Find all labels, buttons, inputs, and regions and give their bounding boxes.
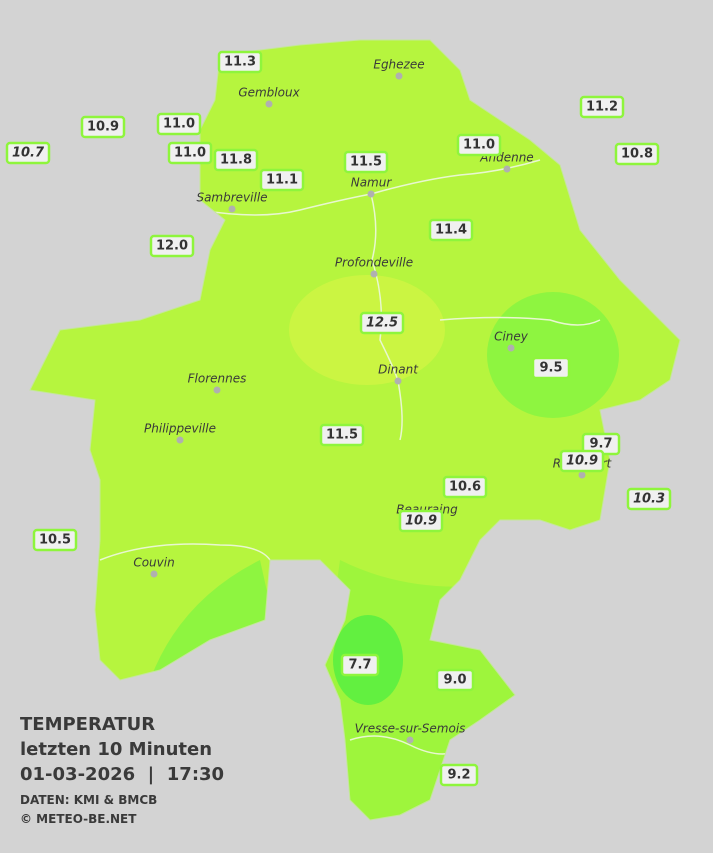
station-value: 11.3 bbox=[224, 55, 256, 70]
legend-title: TEMPERATUR bbox=[20, 714, 155, 735]
station-value: 11.8 bbox=[220, 153, 252, 168]
station-value: 11.0 bbox=[174, 146, 206, 161]
station-value: 10.6 bbox=[449, 480, 481, 495]
station-box bbox=[559, 449, 605, 473]
station-value: 10.5 bbox=[39, 533, 71, 548]
station-box bbox=[439, 763, 479, 787]
station-box bbox=[456, 133, 502, 157]
station-box bbox=[259, 168, 305, 192]
city-dot bbox=[367, 190, 375, 198]
station-value: 11.0 bbox=[163, 117, 195, 132]
cities: EghezeeGemblouxAndenneNamurSambrevillePr… bbox=[133, 58, 613, 744]
station-value: 10.9 bbox=[405, 514, 437, 529]
station-value: 11.5 bbox=[350, 155, 382, 170]
station-box bbox=[614, 142, 660, 166]
city-dot bbox=[213, 386, 221, 394]
station-value: 10.8 bbox=[621, 147, 653, 162]
city-label: Ciney bbox=[494, 330, 529, 344]
station-box bbox=[167, 141, 213, 165]
station-value: 10.9 bbox=[87, 120, 119, 135]
city-dot bbox=[265, 100, 273, 108]
legend-source: DATEN: KMI & BMCB bbox=[20, 793, 157, 807]
city-label: Gembloux bbox=[238, 86, 300, 100]
city-label: Philippeville bbox=[144, 422, 216, 436]
station-box bbox=[217, 50, 263, 74]
city-dot bbox=[150, 570, 158, 578]
station-value: 11.2 bbox=[586, 100, 618, 115]
city-label: Profondeville bbox=[335, 256, 413, 270]
city-label: Couvin bbox=[133, 556, 174, 570]
station-box bbox=[319, 423, 365, 447]
legend-period: letzten 10 Minuten bbox=[20, 739, 212, 760]
city-label: Dinant bbox=[378, 363, 419, 377]
station-box bbox=[626, 487, 672, 511]
station-value: 9.7 bbox=[589, 437, 612, 452]
station-box bbox=[80, 115, 126, 139]
stations: 11.3 10.9 11.0 10.7 11.0 11.8 11.1 11.5 11.0 11.2… bbox=[5, 50, 672, 787]
station-box bbox=[359, 311, 405, 335]
city-dot bbox=[228, 205, 236, 213]
station-box bbox=[343, 150, 389, 174]
station-box bbox=[340, 653, 380, 677]
city-dot bbox=[507, 344, 515, 352]
station-box bbox=[32, 528, 78, 552]
station-value: 11.0 bbox=[463, 138, 495, 153]
station-box bbox=[213, 148, 259, 172]
station-value: 11.5 bbox=[326, 428, 358, 443]
station-box bbox=[579, 95, 625, 119]
city-dot bbox=[406, 736, 414, 744]
station-value: 9.5 bbox=[539, 361, 562, 376]
city-dot bbox=[370, 270, 378, 278]
station-value: 10.9 bbox=[566, 454, 598, 469]
station-box bbox=[149, 234, 195, 258]
temp-zone bbox=[487, 292, 619, 418]
station-box bbox=[531, 356, 571, 380]
station-box bbox=[428, 218, 474, 242]
station-value: 12.5 bbox=[366, 316, 398, 331]
station-value: 9.2 bbox=[447, 768, 470, 783]
station-value: 10.3 bbox=[633, 492, 665, 507]
station-value: 11.4 bbox=[435, 223, 467, 238]
station-box bbox=[156, 112, 202, 136]
city-label: Sambreville bbox=[196, 191, 267, 205]
station-box bbox=[5, 141, 51, 165]
station-box bbox=[435, 668, 475, 692]
city-label: Eghezee bbox=[373, 58, 424, 72]
station-value: 10.7 bbox=[12, 146, 45, 161]
station-value: 9.0 bbox=[443, 673, 466, 688]
legend-datetime: 01-03-2026 | 17:30 bbox=[20, 764, 224, 785]
city-label: Vresse-sur-Semois bbox=[355, 722, 466, 736]
city-dot bbox=[578, 471, 586, 479]
station-value: 11.1 bbox=[266, 173, 298, 188]
city-dot bbox=[503, 165, 511, 173]
city-dot bbox=[176, 436, 184, 444]
station-value: 7.7 bbox=[348, 658, 371, 673]
city-dot bbox=[394, 377, 402, 385]
city-label: Namur bbox=[351, 176, 393, 190]
station-box bbox=[398, 509, 444, 533]
city-label: Florennes bbox=[188, 372, 247, 386]
station-value: 12.0 bbox=[156, 239, 188, 254]
station-box bbox=[442, 475, 488, 499]
city-dot bbox=[395, 72, 403, 80]
legend-copyright: © METEO-BE.NET bbox=[20, 812, 137, 826]
